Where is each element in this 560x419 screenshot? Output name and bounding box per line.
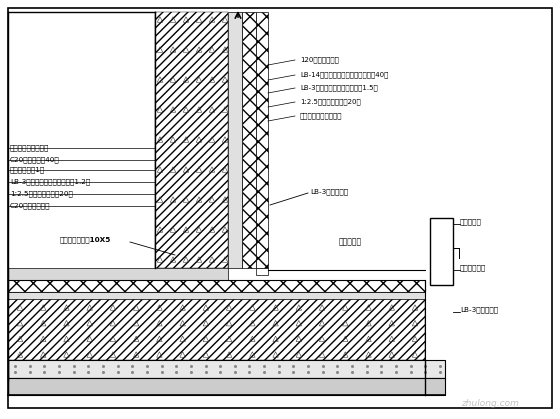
Polygon shape <box>155 12 228 268</box>
Text: 碎石混凝土: 碎石混凝土 <box>338 238 362 246</box>
Text: 聚苯板隔离层1厚: 聚苯板隔离层1厚 <box>10 167 45 173</box>
Text: 自防水钢筋混凝土墙板: 自防水钢筋混凝土墙板 <box>300 113 343 119</box>
Text: 1:2.5水泥砂浆找平层20厚: 1:2.5水泥砂浆找平层20厚 <box>300 99 361 105</box>
Polygon shape <box>8 360 445 378</box>
Text: LB-3氯化聚乙烯橡胶共混卷材1.5厚: LB-3氯化聚乙烯橡胶共混卷材1.5厚 <box>300 85 378 91</box>
Polygon shape <box>155 12 228 268</box>
Text: 1:2.5水泥砂浆找平层20厚: 1:2.5水泥砂浆找平层20厚 <box>10 191 73 197</box>
Text: LB-3氯化聚乙烯橡胶共混卷材1.2厚: LB-3氯化聚乙烯橡胶共混卷材1.2厚 <box>10 178 90 185</box>
Text: 遇水膨胀橡胶条10X5: 遇水膨胀橡胶条10X5 <box>59 237 111 243</box>
Text: 120厚砖砌保护墙: 120厚砖砌保护墙 <box>300 57 339 63</box>
Polygon shape <box>8 268 228 280</box>
Polygon shape <box>8 378 445 395</box>
Text: C20素混凝土垫层: C20素混凝土垫层 <box>10 203 50 210</box>
Polygon shape <box>242 12 256 268</box>
Text: LB-14弹性水泥点粘聚苯乙烯泡沫板40厚: LB-14弹性水泥点粘聚苯乙烯泡沫板40厚 <box>300 72 389 78</box>
Polygon shape <box>8 292 425 299</box>
Polygon shape <box>228 12 242 268</box>
Polygon shape <box>8 299 425 360</box>
Text: LB-3防水增强层: LB-3防水增强层 <box>460 307 498 313</box>
Text: LB-3防水增强层: LB-3防水增强层 <box>310 189 348 195</box>
Text: C20碎石混凝土40厚: C20碎石混凝土40厚 <box>10 157 60 163</box>
Text: 临时保护墙: 临时保护墙 <box>460 219 482 225</box>
Polygon shape <box>256 12 268 268</box>
Text: 墙面防水混凝土底板: 墙面防水混凝土底板 <box>10 145 49 151</box>
Polygon shape <box>8 280 425 292</box>
Text: 水久性保护墙: 水久性保护墙 <box>460 265 486 272</box>
Text: zhulong.com: zhulong.com <box>461 399 519 408</box>
Polygon shape <box>256 268 268 275</box>
Polygon shape <box>430 218 453 285</box>
